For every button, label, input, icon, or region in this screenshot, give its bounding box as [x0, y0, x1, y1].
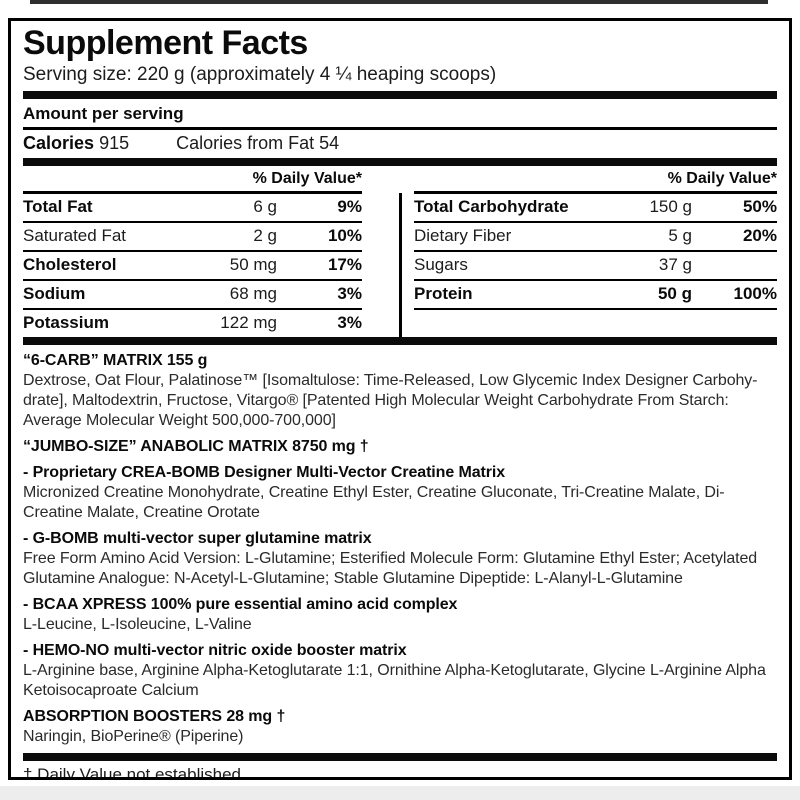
- nutrient-name: Total Carbohydrate: [414, 197, 569, 216]
- thick-divider-bar: [23, 337, 777, 345]
- ingredient-section: - G-BOMB multi-vector super glutamine ma…: [23, 529, 777, 589]
- table-row: Total Fat 6 g 9%: [23, 194, 362, 221]
- serving-size-text: Serving size: 220 g (approximately 4 ¼ h…: [23, 64, 497, 85]
- nutrient-daily-value: 20%: [742, 226, 777, 245]
- daily-value-header-right: % Daily Value*: [414, 166, 777, 194]
- nutrient-daily-value: 100%: [733, 284, 777, 303]
- section-heading: - BCAA XPRESS 100% pure essential amino …: [23, 596, 458, 613]
- section-heading: “JUMBO-SIZE” ANABOLIC MATRIX 8750 mg †: [23, 438, 369, 455]
- daily-value-header-left: % Daily Value*: [23, 166, 362, 194]
- thick-divider-bar: [23, 753, 777, 761]
- nutrient-daily-value: 9%: [337, 197, 362, 216]
- ingredient-section: “JUMBO-SIZE” ANABOLIC MATRIX 8750 mg †: [23, 437, 777, 457]
- table-row: Sodium 68 mg 3%: [23, 279, 362, 308]
- calories-from-fat: Calories from Fat 54: [176, 133, 340, 153]
- section-body: L-Arginine base, Arginine Alpha-Ketoglut…: [23, 662, 766, 699]
- section-heading: - G-BOMB multi-vector super glutamine ma…: [23, 530, 372, 547]
- nutrition-table: % Daily Value* Total Fat 6 g 9% Saturate…: [23, 166, 777, 337]
- adjacent-label-edge-bar: [30, 0, 768, 4]
- section-heading: - Proprietary CREA-BOMB Designer Multi-V…: [23, 464, 505, 481]
- nutrient-daily-value: 50%: [742, 197, 777, 216]
- section-body: Dextrose, Oat Flour, Palatinose™ [Isomal…: [23, 372, 758, 429]
- calories-row: Calories 915 Calories from Fat 54: [23, 130, 777, 158]
- ingredient-section: “6-CARB” MATRIX 155 g Dextrose, Oat Flou…: [23, 351, 777, 431]
- nutrient-amount: 50 g: [657, 284, 692, 303]
- table-left-column: % Daily Value* Total Fat 6 g 9% Saturate…: [23, 166, 400, 337]
- nutrient-amount: 37 g: [658, 255, 692, 274]
- table-row: Potassium 122 mg 3%: [23, 308, 362, 337]
- ingredient-sections: “6-CARB” MATRIX 155 g Dextrose, Oat Flou…: [11, 351, 789, 747]
- section-body: Naringin, BioPerine® (Piperine): [23, 728, 244, 745]
- table-row: Saturated Fat 2 g 10%: [23, 221, 362, 250]
- nutrient-amount: 122 mg: [220, 313, 277, 332]
- nutrient-name: Protein: [414, 284, 473, 303]
- nutrient-daily-value: 10%: [327, 226, 362, 245]
- section-body: L-Leucine, L-Isoleucine, L-Valine: [23, 616, 252, 633]
- column-divider-line: [398, 193, 402, 337]
- nutrient-amount: 150 g: [649, 197, 692, 216]
- calories-value: 915: [99, 133, 130, 153]
- thick-divider-bar: [23, 158, 777, 166]
- thick-divider-bar: [23, 91, 777, 99]
- nutrient-name: Total Fat: [23, 197, 93, 216]
- nutrient-name: Potassium: [23, 313, 109, 332]
- daily-value-footnote: † Daily Value not established: [23, 765, 241, 780]
- calories-label: Calories: [23, 133, 95, 153]
- nutrient-name: Cholesterol: [23, 255, 117, 274]
- nutrient-amount: 68 mg: [229, 284, 277, 303]
- nutrient-daily-value: 17%: [327, 255, 362, 274]
- ingredient-section: - HEMO-NO multi-vector nitric oxide boos…: [23, 641, 777, 701]
- nutrient-name: Sodium: [23, 284, 86, 303]
- nutrient-daily-value: 3%: [337, 284, 362, 303]
- ingredient-section: ABSORPTION BOOSTERS 28 mg † Naringin, Bi…: [23, 707, 777, 747]
- table-row: Dietary Fiber 5 g 20%: [414, 221, 777, 250]
- nutrient-amount: 50 mg: [229, 255, 277, 274]
- section-body: Free Form Amino Acid Version: L-Glutamin…: [23, 550, 758, 587]
- supplement-facts-panel: Supplement Facts Serving size: 220 g (ap…: [8, 18, 792, 780]
- section-heading: - HEMO-NO multi-vector nitric oxide boos…: [23, 642, 407, 659]
- table-row: Protein 50 g 100%: [414, 279, 777, 310]
- table-row: Cholesterol 50 mg 17%: [23, 250, 362, 279]
- nutrient-name: Sugars: [414, 255, 468, 274]
- table-right-column: % Daily Value* Total Carbohydrate 150 g …: [400, 166, 777, 337]
- section-heading: “6-CARB” MATRIX 155 g: [23, 352, 208, 369]
- nutrient-name: Dietary Fiber: [414, 226, 512, 245]
- ingredient-section: - BCAA XPRESS 100% pure essential amino …: [23, 595, 777, 635]
- table-row: Total Carbohydrate 150 g 50%: [414, 194, 777, 221]
- amount-per-serving-heading: Amount per serving: [23, 99, 777, 130]
- section-heading: ABSORPTION BOOSTERS 28 mg †: [23, 708, 286, 725]
- ingredient-section: - Proprietary CREA-BOMB Designer Multi-V…: [23, 463, 777, 523]
- nutrient-daily-value: 3%: [337, 313, 362, 332]
- nutrient-amount: 5 g: [668, 226, 692, 245]
- nutrient-name: Saturated Fat: [23, 226, 127, 245]
- table-row: Sugars 37 g: [414, 250, 777, 279]
- section-body: Micronized Creatine Monohydrate, Creatin…: [23, 484, 725, 521]
- nutrient-amount: 2 g: [253, 226, 277, 245]
- panel-title: Supplement Facts: [23, 24, 308, 62]
- nutrient-amount: 6 g: [253, 197, 277, 216]
- table-columns: % Daily Value* Total Fat 6 g 9% Saturate…: [23, 166, 777, 337]
- page-bottom-strip: [0, 786, 800, 800]
